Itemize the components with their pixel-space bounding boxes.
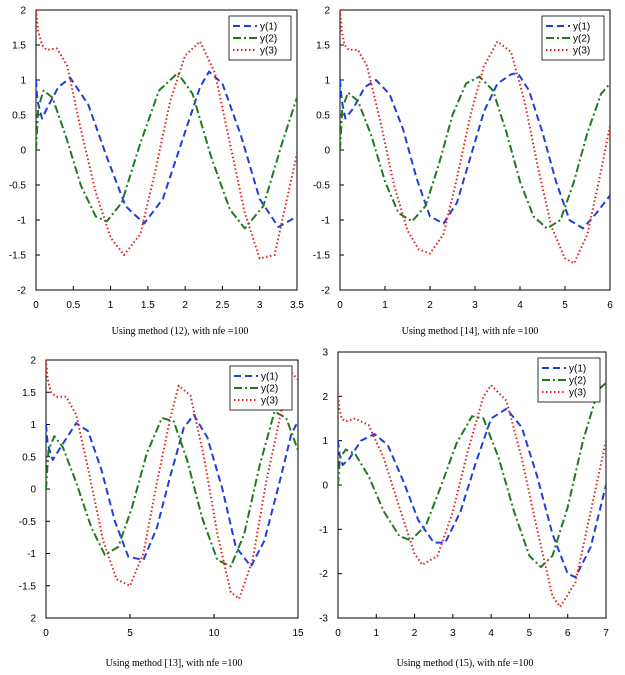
legend-label: y(2): [261, 384, 278, 395]
y-tick-label: -1.5: [19, 581, 37, 592]
chart-caption: Using method (15), with nfe =100: [397, 658, 534, 669]
chart-caption: Using method (12), with nfe =100: [112, 326, 249, 337]
y-tick-label: 1.5: [12, 41, 26, 52]
x-tick-label: 7: [603, 628, 609, 639]
x-tick-label: 1: [108, 300, 114, 311]
x-tick-label: 0: [33, 300, 39, 311]
chart-caption: Using method [14], with nfe =100: [402, 326, 539, 337]
x-tick-label: 0.5: [66, 300, 80, 311]
chart-caption: Using method [13], with nfe =100: [106, 658, 243, 669]
legend: y(1)y(2)y(3): [229, 365, 293, 411]
legend: y(1)y(2)y(3): [541, 15, 605, 61]
y-tick-label: -1: [321, 216, 330, 227]
legend-label: y(3): [569, 388, 586, 399]
legend-label: y(3): [573, 46, 590, 57]
series-line-y(2): [338, 382, 606, 568]
x-tick-label: 15: [292, 628, 304, 639]
y-tick-label: -3: [319, 614, 328, 625]
y-tick-label: 2: [30, 614, 36, 625]
legend-label: y(3): [261, 396, 278, 407]
y-tick-label: 1: [324, 76, 330, 87]
series-line-y(2): [36, 72, 297, 230]
y-tick-label: 0: [30, 485, 36, 496]
x-tick-label: 0: [43, 628, 49, 639]
series-line-y(1): [46, 413, 298, 568]
x-tick-label: 4: [488, 628, 494, 639]
y-tick-label: -0.5: [19, 517, 37, 528]
series-line-y(1): [36, 70, 297, 228]
y-tick-label: 0.5: [316, 111, 330, 122]
series-line-y(3): [46, 360, 298, 600]
x-tick-label: 2: [427, 300, 433, 311]
y-tick-label: -2: [17, 286, 26, 297]
chart-panel-3: 2-1.5-1-0.500.511.520 5 10 15y(1)y(2)y(3)Us…: [19, 356, 304, 670]
series-line-y(2): [340, 75, 610, 230]
y-tick-label: -1.5: [313, 251, 331, 262]
x-tick-label: 1: [382, 300, 388, 311]
y-tick-label: 2: [322, 392, 328, 403]
x-tick-label: 4: [517, 300, 523, 311]
y-tick-label: 2: [30, 356, 36, 367]
series-line-y(3): [340, 10, 610, 265]
legend-label: y(1): [573, 22, 590, 33]
x-tick-label: 6: [565, 628, 571, 639]
chart-panel-1: -2 -1.5 -1 -0.5 0 0.5 1 1.5 2 0 0.5 1 1.5 2 2.5 3 3.5 y(1…: [9, 6, 305, 338]
chart-panel-2: -2 -1.5 -1 -0.5 0 0.5 1 1.5 2 0 1 2 3 4 5 6 y(1)y(2)y(3)…: [313, 6, 613, 338]
y-tick-label: 0: [324, 146, 330, 157]
x-tick-label: 6: [607, 300, 613, 311]
series-line-y(1): [340, 72, 610, 230]
y-tick-label: 2: [20, 6, 26, 17]
y-tick-label: 1.5: [22, 388, 36, 399]
y-tick-label: 1: [30, 420, 36, 431]
x-tick-label: 5: [562, 300, 568, 311]
x-tick-label: 0: [337, 300, 343, 311]
y-tick-label: 0: [322, 481, 328, 492]
y-tick-label: -0.5: [9, 181, 27, 192]
x-tick-label: 2: [412, 628, 418, 639]
x-tick-label: 1: [374, 628, 380, 639]
x-tick-label: 10: [208, 628, 220, 639]
y-tick-label: 0.5: [12, 111, 26, 122]
y-tick-label: 2: [324, 6, 330, 17]
chart-panel-4: -3 -2 -1 0 1 2 3 0 1 2 3 4 5 6 7 y(1)y(2)y(3) Using meth…: [319, 348, 609, 670]
y-tick-label: -1: [27, 549, 36, 560]
legend-label: y(1): [569, 364, 586, 375]
y-tick-label: -1.5: [9, 251, 27, 262]
x-tick-label: 5: [127, 628, 133, 639]
legend-label: y(2): [573, 34, 590, 45]
y-tick-label: 0.5: [22, 452, 36, 463]
y-tick-label: 1: [322, 436, 328, 447]
legend-label: y(2): [260, 34, 277, 45]
y-tick-label: 0: [20, 146, 26, 157]
y-tick-label: -2: [319, 569, 328, 580]
legend-label: y(1): [260, 22, 277, 33]
series-line-y(2): [46, 410, 298, 568]
y-tick-label: -2: [321, 286, 330, 297]
x-tick-label: 2: [182, 300, 188, 311]
y-tick-label: -0.5: [313, 181, 331, 192]
x-tick-label: 3: [472, 300, 478, 311]
legend: y(1)y(2)y(3): [228, 15, 292, 61]
x-tick-label: 2.5: [215, 300, 229, 311]
x-tick-label: 0: [335, 628, 341, 639]
x-tick-label: 3: [257, 300, 263, 311]
y-tick-label: 1.5: [316, 41, 330, 52]
x-tick-label: 5: [527, 628, 533, 639]
legend: y(1)y(2)y(3): [537, 357, 601, 403]
legend-label: y(1): [261, 372, 278, 383]
y-tick-label: -1: [319, 525, 328, 536]
legend-label: y(3): [260, 46, 277, 57]
series-line-y(1): [338, 407, 606, 579]
x-tick-label: 3.5: [290, 300, 304, 311]
y-tick-label: 1: [20, 76, 26, 87]
x-tick-label: 1.5: [141, 300, 155, 311]
y-tick-label: -1: [17, 216, 26, 227]
legend-label: y(2): [569, 376, 586, 387]
y-tick-label: 3: [322, 348, 328, 359]
x-tick-label: 3: [450, 628, 456, 639]
